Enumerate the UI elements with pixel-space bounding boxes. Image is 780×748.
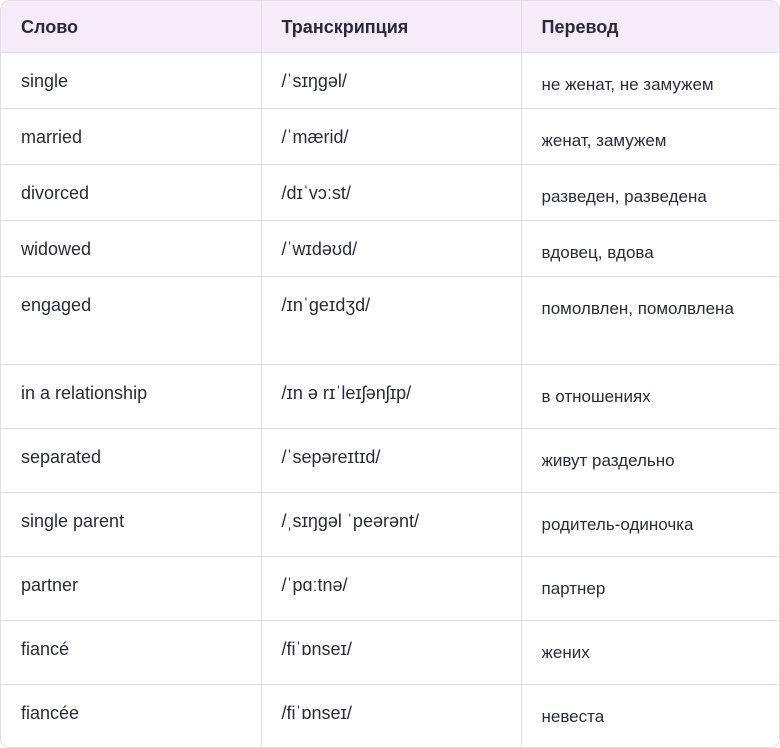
word-cell: married [1,107,261,164]
header-cell: Перевод [520,1,779,52]
table-header: Слово Транскрипция Перевод [1,1,779,52]
header-row: Слово Транскрипция Перевод [1,1,779,52]
transcription-cell: /ˌsɪŋɡəl ˈpeərənt/ [260,491,521,556]
table-row: widowed/ˈwɪdəʊd/вдовец, вдова [1,219,779,276]
header-cell: Транскрипция [260,1,521,52]
translation-cell: разведен, разведена [520,163,779,220]
table-row: divorced/dɪˈvɔːst/разведен, разведена [1,163,779,220]
transcription-cell: /dɪˈvɔːst/ [260,163,521,220]
transcription-cell: /fiˈɒnseɪ/ [260,683,521,747]
transcription-cell: /ˈwɪdəʊd/ [260,219,521,276]
translation-cell: помолвлен, помолвлена [520,275,779,364]
word-cell: in a relationship [1,363,261,428]
header-cell: Слово [1,1,261,52]
word-cell: single parent [1,491,261,556]
table-row: separated/ˈsepəreɪtɪd/живут раздельно [1,427,779,492]
word-cell: separated [1,427,261,492]
translation-cell: в отношениях [520,363,779,428]
transcription-cell: /fiˈɒnseɪ/ [260,619,521,684]
table-row: single/ˈsɪŋɡəl/не женат, не замужем [1,51,779,108]
translation-cell: родитель-одиночка [520,491,779,556]
word-cell: partner [1,555,261,620]
translation-cell: живут раздельно [520,427,779,492]
table-row: fiancé/fiˈɒnseɪ/жених [1,619,779,684]
transcription-cell: /ˈsɪŋɡəl/ [260,51,521,108]
word-cell: fiancé [1,619,261,684]
transcription-cell: /ɪn ə rɪˈleɪʃənʃɪp/ [260,363,521,428]
table-row: married/ˈmærid/женат, замужем [1,107,779,164]
transcription-cell: /ˈmærid/ [260,107,521,164]
transcription-cell: /ˈsepəreɪtɪd/ [260,427,521,492]
table-row: in a relationship/ɪn ə rɪˈleɪʃənʃɪp/в от… [1,363,779,428]
translation-cell: невеста [520,683,779,747]
transcription-cell: /ɪnˈɡeɪdʒd/ [260,275,521,364]
word-cell: fiancée [1,683,261,747]
word-cell: single [1,51,261,108]
table-body: single/ˈsɪŋɡəl/не женат, не замужем marri… [1,51,779,747]
table-row: single parent/ˌsɪŋɡəl ˈpeərənt/родитель-… [1,491,779,556]
translation-cell: партнер [520,555,779,620]
translation-cell: не женат, не замужем [520,51,779,108]
table-row: partner/ˈpɑːtnə/партнер [1,555,779,620]
table-row: fiancée/fiˈɒnseɪ/невеста [1,683,779,747]
translation-cell: жених [520,619,779,684]
table-row: engaged/ɪnˈɡeɪdʒd/помолвлен, помолвлена [1,275,779,364]
word-cell: engaged [1,275,261,364]
word-cell: widowed [1,219,261,276]
word-cell: divorced [1,163,261,220]
transcription-cell: /ˈpɑːtnə/ [260,555,521,620]
translation-cell: женат, замужем [520,107,779,164]
translation-cell: вдовец, вдова [520,219,779,276]
